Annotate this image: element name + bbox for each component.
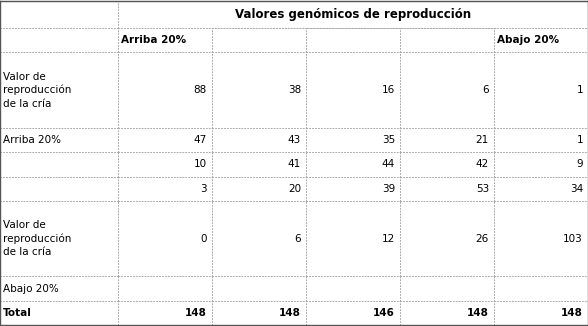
Text: 88: 88 <box>194 85 207 95</box>
Text: Arriba 20%: Arriba 20% <box>3 135 61 145</box>
Text: 47: 47 <box>194 135 207 145</box>
Text: 53: 53 <box>476 184 489 194</box>
Text: 146: 146 <box>373 308 395 318</box>
Text: 44: 44 <box>382 159 395 169</box>
Text: 26: 26 <box>476 234 489 244</box>
Text: 20: 20 <box>288 184 301 194</box>
Text: 12: 12 <box>382 234 395 244</box>
Text: 43: 43 <box>288 135 301 145</box>
Text: Valores genómicos de reproducción: Valores genómicos de reproducción <box>235 8 471 21</box>
Text: 148: 148 <box>561 308 583 318</box>
Text: 6: 6 <box>482 85 489 95</box>
Text: Abajo 20%: Abajo 20% <box>497 35 559 45</box>
Text: 148: 148 <box>467 308 489 318</box>
Text: 9: 9 <box>576 159 583 169</box>
Text: 148: 148 <box>185 308 207 318</box>
Text: 6: 6 <box>295 234 301 244</box>
Text: 35: 35 <box>382 135 395 145</box>
Text: Valor de
reproducción
de la cría: Valor de reproducción de la cría <box>3 220 71 257</box>
Text: 38: 38 <box>288 85 301 95</box>
Text: 148: 148 <box>279 308 301 318</box>
Text: 1: 1 <box>576 85 583 95</box>
Text: 3: 3 <box>201 184 207 194</box>
Text: 21: 21 <box>476 135 489 145</box>
Text: Arriba 20%: Arriba 20% <box>121 35 186 45</box>
Text: 42: 42 <box>476 159 489 169</box>
Text: Abajo 20%: Abajo 20% <box>3 284 59 293</box>
Text: 103: 103 <box>563 234 583 244</box>
Text: 16: 16 <box>382 85 395 95</box>
Text: 39: 39 <box>382 184 395 194</box>
Text: 41: 41 <box>288 159 301 169</box>
Text: Valor de
reproducción
de la cría: Valor de reproducción de la cría <box>3 71 71 109</box>
Text: 0: 0 <box>201 234 207 244</box>
Text: Total: Total <box>3 308 32 318</box>
Text: 1: 1 <box>576 135 583 145</box>
Text: 34: 34 <box>570 184 583 194</box>
Text: 10: 10 <box>194 159 207 169</box>
